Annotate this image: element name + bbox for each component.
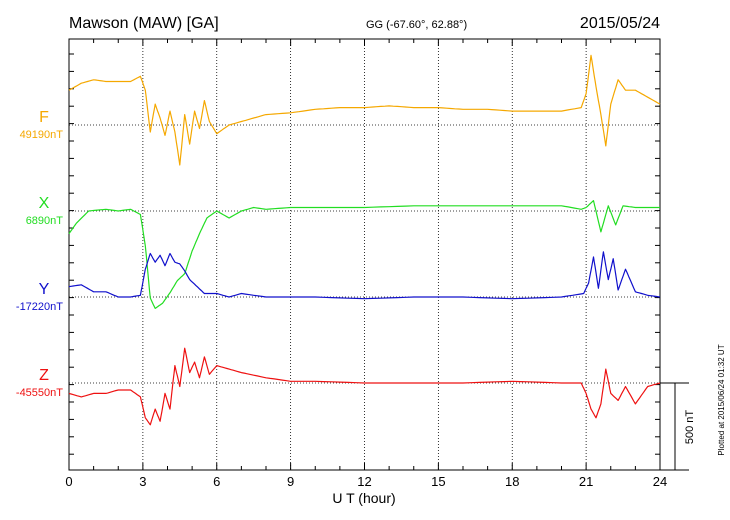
x-tick-label-24: 24 <box>653 474 667 489</box>
baseline-value-y: -17220nT <box>16 301 63 313</box>
series-labels: F 49190nT X 6890nT Y -17220nT Z -45550nT <box>16 109 63 399</box>
series-name-z: Z <box>39 367 49 384</box>
date-label: 2015/05/24 <box>580 15 660 32</box>
series-line-f <box>68 54 661 166</box>
x-tick-label-3: 3 <box>139 474 146 489</box>
x-axis-ticks: 0 3 6 9 12 15 18 21 24 <box>65 39 667 489</box>
y-tick-marks <box>69 53 660 455</box>
plotted-at-note: Plotted at 2015/06/24 01:32 UT <box>717 344 726 455</box>
x-tick-label-12: 12 <box>357 474 371 489</box>
x-tick-label-9: 9 <box>287 474 294 489</box>
scale-bar-label: 500 nT <box>684 410 696 445</box>
station-title: Mawson (MAW) [GA] <box>69 15 219 32</box>
series-line-x <box>68 200 660 309</box>
baseline-lines <box>69 124 660 384</box>
series-name-f: F <box>39 109 49 126</box>
series-line-y <box>68 251 661 300</box>
baseline-value-x: 6890nT <box>26 215 64 227</box>
series-name-x: X <box>39 195 50 212</box>
series-name-y: Y <box>39 281 50 298</box>
series-line-z <box>68 347 661 426</box>
x-tick-label-6: 6 <box>213 474 220 489</box>
x-tick-label-15: 15 <box>431 474 445 489</box>
series-lines <box>68 54 661 426</box>
x-tick-label-21: 21 <box>579 474 593 489</box>
baseline-value-z: -45550nT <box>16 387 63 399</box>
scale-bar: 500 nT <box>660 382 696 471</box>
baseline-value-f: 49190nT <box>20 129 64 141</box>
coordinates-label: GG (-67.60°, 62.88°) <box>366 19 467 31</box>
x-tick-label-0: 0 <box>65 474 72 489</box>
hour-gridlines <box>142 39 587 470</box>
x-axis-label: U T (hour) <box>332 490 395 506</box>
x-tick-label-18: 18 <box>505 474 519 489</box>
